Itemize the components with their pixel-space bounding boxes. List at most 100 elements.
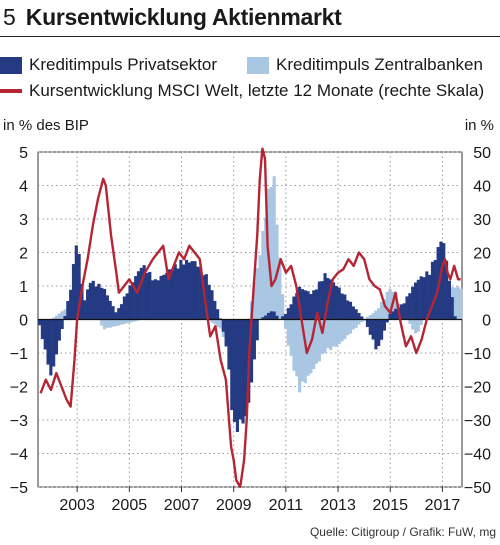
bar-private: [170, 270, 174, 320]
bar-private: [83, 300, 87, 320]
bar-private: [204, 274, 208, 320]
left-tick-label: −2: [10, 380, 28, 397]
bar-central: [295, 319, 299, 377]
bar-private: [187, 262, 191, 320]
bar-private: [380, 319, 384, 340]
bar-central: [317, 319, 321, 362]
bar-private: [49, 319, 53, 376]
legend-swatch-msci: [0, 89, 22, 93]
bar-private: [447, 280, 451, 320]
right-tick-label: 20: [473, 246, 491, 263]
bar-private: [168, 269, 172, 320]
bar-central: [320, 319, 324, 355]
bar-private: [128, 285, 132, 320]
chart-title: Kursentwicklung Aktienmarkt: [25, 4, 342, 30]
bar-private: [227, 319, 231, 370]
bar-private: [377, 319, 381, 347]
right-tick-label: −40: [464, 447, 491, 464]
bar-private: [201, 275, 206, 320]
bar-private: [196, 266, 200, 320]
bar-private: [77, 254, 81, 320]
bar-central: [354, 319, 358, 328]
bar-private: [289, 304, 293, 320]
bar-private: [419, 276, 423, 320]
bar-central: [346, 319, 350, 336]
bar-private: [391, 311, 395, 320]
bar-private: [63, 315, 67, 320]
bar-private: [413, 282, 418, 320]
bar-private: [255, 319, 259, 341]
bar-central: [272, 176, 276, 320]
line-msci: [39, 147, 461, 489]
bar-central: [303, 319, 307, 384]
bar-private: [207, 284, 211, 320]
bar-private: [405, 296, 409, 320]
bar-central: [337, 319, 341, 345]
bar-central: [340, 319, 344, 342]
bar-central: [134, 319, 138, 322]
bar-private: [159, 275, 163, 320]
bar-central: [54, 315, 59, 320]
bar-private: [300, 289, 305, 320]
left-tick-label: 5: [19, 145, 28, 162]
bar-private: [103, 288, 107, 320]
bar-central: [309, 319, 313, 374]
bar-private: [46, 319, 50, 365]
bar-central: [269, 187, 273, 320]
bar-private: [266, 312, 271, 320]
left-tick-label: 1: [19, 279, 28, 296]
bar-private: [388, 313, 392, 320]
bar-central: [57, 313, 61, 320]
bar-central: [334, 319, 338, 347]
bar-private: [244, 319, 248, 417]
bar-private: [117, 308, 121, 320]
bar-central: [218, 319, 223, 329]
bar-central: [348, 319, 353, 334]
left-tick-label: −3: [10, 413, 28, 430]
bar-private: [136, 271, 141, 320]
bar-private: [399, 304, 403, 320]
left-tick-label: −1: [10, 346, 28, 363]
bar-private: [151, 280, 155, 320]
right-tick-label: 40: [473, 179, 491, 196]
bar-private: [442, 243, 446, 320]
bar-private: [317, 281, 321, 320]
bar-private: [173, 264, 177, 320]
bar-private: [134, 276, 138, 320]
bar-central: [117, 319, 121, 326]
bar-private: [230, 319, 234, 411]
bar-private: [52, 319, 56, 367]
bar-private: [221, 319, 225, 332]
bar-central: [331, 319, 336, 347]
bar-central: [380, 301, 384, 320]
bar-private: [295, 292, 299, 320]
bar-private: [148, 271, 152, 320]
bar-central: [255, 268, 259, 320]
bar-private: [365, 319, 370, 327]
legend-row-1: Kreditimpuls Privatsektor Kreditimpuls Z…: [0, 55, 483, 75]
legend-label-central: Kreditimpuls Zentralbanken: [276, 55, 483, 74]
bar-private: [190, 261, 194, 320]
bar-private: [74, 245, 78, 320]
bar-private: [283, 313, 288, 320]
bar-private: [111, 306, 115, 320]
bar-private: [286, 308, 290, 320]
bar-private: [323, 273, 327, 320]
bar-private: [331, 282, 336, 320]
bar-private: [281, 316, 285, 320]
bar-central: [111, 319, 115, 327]
bar-central: [261, 230, 265, 320]
bar-central: [114, 319, 118, 327]
bar-private: [385, 319, 389, 323]
bar-private: [94, 286, 98, 320]
bar-private: [269, 311, 273, 320]
bar-central: [286, 319, 290, 346]
bar-private: [337, 287, 341, 320]
left-tick-label: 2: [19, 246, 28, 263]
bar-central: [125, 319, 129, 324]
bar-private: [382, 319, 386, 331]
left-tick-label: 0: [19, 313, 28, 330]
bar-private: [315, 289, 319, 320]
bar-central: [258, 255, 262, 320]
bar-private: [346, 300, 350, 320]
